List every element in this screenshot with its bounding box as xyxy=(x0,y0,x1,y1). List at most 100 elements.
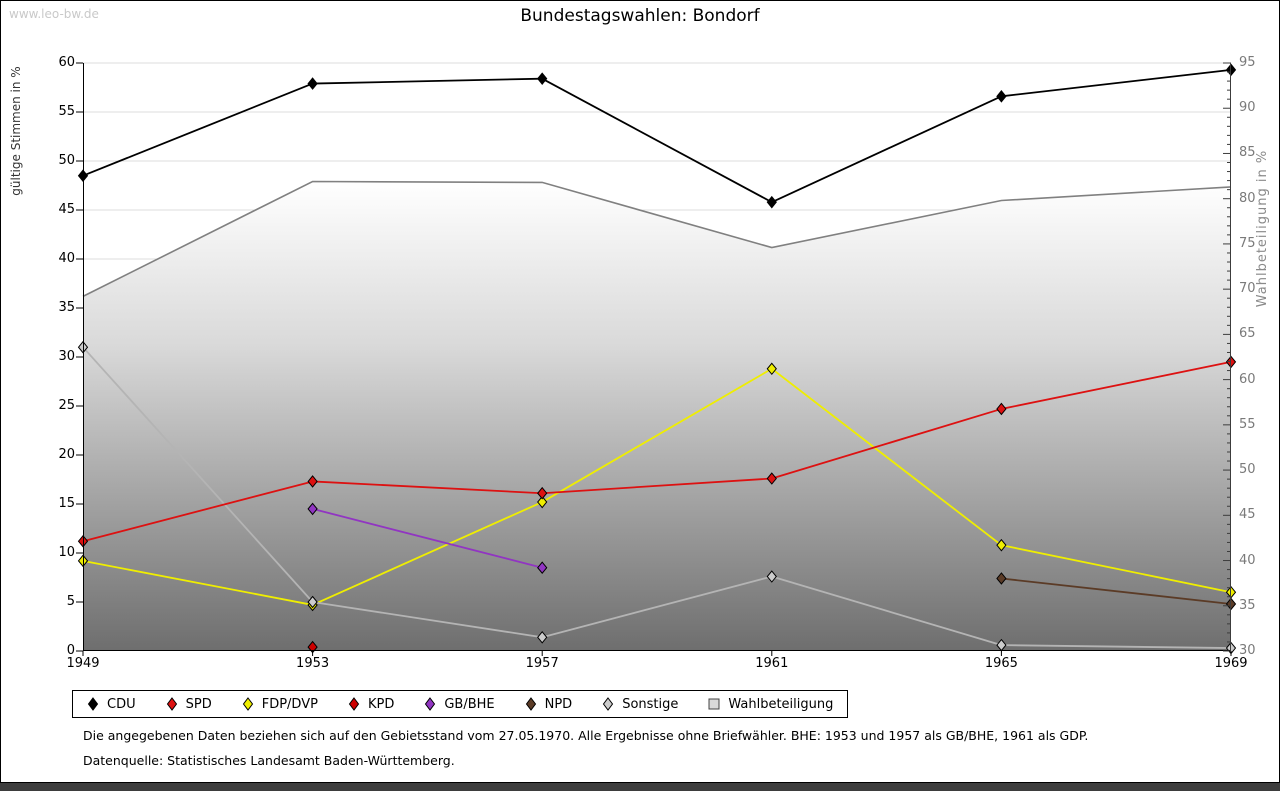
legend-marker-shape xyxy=(242,697,253,711)
series-line-CDU xyxy=(771,95,1002,203)
series-line-FDP/DVP xyxy=(312,501,543,606)
y-right-tick-label: 80 xyxy=(1239,190,1256,206)
series-marker-FDP/DVP xyxy=(996,538,1007,552)
x-tick-label: 1969 xyxy=(1214,656,1248,671)
series-line-Sonstige xyxy=(1001,644,1232,649)
y-left-tick-label: 15 xyxy=(58,496,75,511)
x-tick-label: 1957 xyxy=(525,656,559,671)
legend-diamond-icon xyxy=(348,697,360,711)
y-left-tick-label: 30 xyxy=(58,349,75,364)
legend-diamond-icon xyxy=(87,697,99,711)
legend-label: CDU xyxy=(107,696,136,712)
series-marker-CDU xyxy=(766,195,777,209)
y-left-tick-label: 55 xyxy=(58,104,75,119)
series-line-SPD xyxy=(82,480,313,543)
y-right-tick-label: 45 xyxy=(1239,507,1256,523)
legend-label: FDP/DVP xyxy=(261,696,318,712)
series-marker-CDU xyxy=(537,72,548,85)
legend-label: Wahlbeteiligung xyxy=(728,696,834,712)
y-axis-title-left: gültige Stimmen in % xyxy=(9,66,23,196)
y-right-tick-label: 40 xyxy=(1239,552,1256,568)
series-marker-Sonstige xyxy=(307,595,318,609)
series-marker-Sonstige xyxy=(766,570,777,583)
legend-diamond-icon xyxy=(242,697,253,711)
series-line-Sonstige xyxy=(541,575,773,639)
series-line-CDU xyxy=(541,77,773,203)
x-tick-label: 1961 xyxy=(755,656,789,671)
chart-title: Bundestagswahlen: Bondorf xyxy=(520,6,760,26)
y-left-tick-label: 35 xyxy=(58,300,75,315)
y-left-tick-label: 5 xyxy=(66,594,75,609)
footnote-datenquelle: Datenquelle: Statistisches Landesamt Bad… xyxy=(83,753,455,768)
x-tick-label: 1949 xyxy=(66,656,100,671)
series-line-Sonstige xyxy=(82,346,314,603)
legend-item-fdp-dvp: FDP/DVP xyxy=(242,697,318,712)
series-marker-FDP/DVP xyxy=(537,495,548,509)
wahlbeteiligung-line xyxy=(82,180,1232,298)
legend-item-wahlbeteiligung: Wahlbeteiligung xyxy=(708,697,833,712)
series-marker-SPD xyxy=(766,472,777,485)
y-right-tick-label: 55 xyxy=(1239,416,1256,432)
legend-item-cdu: CDU xyxy=(87,697,136,712)
footnote-gebietsstand: Die angegebenen Daten beziehen sich auf … xyxy=(83,728,1089,743)
y-right-tick-label: 90 xyxy=(1239,100,1256,116)
legend-marker-shape xyxy=(425,697,436,711)
series-line-CDU xyxy=(1001,68,1232,98)
y-right-tick-label: 50 xyxy=(1239,462,1256,478)
legend-marker-shape xyxy=(166,697,177,711)
legend-diamond-icon xyxy=(603,697,614,711)
y-left-tick-label: 25 xyxy=(58,398,75,413)
y-right-tick-label: 60 xyxy=(1239,371,1256,387)
y-left-tick-label: 60 xyxy=(58,55,75,70)
legend-item-npd: NPD xyxy=(525,696,573,712)
series-marker-GB/BHE xyxy=(537,561,548,574)
legend-marker-shape xyxy=(603,697,614,711)
legend-marker-shape xyxy=(348,697,360,711)
legend-label: SPD xyxy=(185,696,212,712)
legend-label: Sonstige xyxy=(622,696,679,712)
plot-area xyxy=(76,62,1237,656)
series-marker-SPD xyxy=(307,475,318,488)
series-marker-Sonstige xyxy=(537,630,548,644)
legend-marker-shape xyxy=(87,697,99,711)
legend-diamond-icon xyxy=(425,697,436,711)
series-line-SPD xyxy=(542,477,772,495)
series-line-SPD xyxy=(771,408,1002,480)
legend-square-icon xyxy=(708,698,720,710)
series-line-FDP/DVP xyxy=(82,559,313,606)
wahlbeteiligung-area xyxy=(83,181,1231,651)
legend-diamond-icon xyxy=(166,697,177,711)
series-marker-SPD xyxy=(537,486,548,500)
y-right-tick-label: 70 xyxy=(1239,281,1256,297)
legend-diamond-icon xyxy=(525,697,536,711)
series-marker-NPD xyxy=(996,572,1007,585)
y-left-tick-label: 10 xyxy=(58,545,75,560)
y-right-tick-label: 75 xyxy=(1239,235,1256,251)
y-left-tick-label: 45 xyxy=(58,202,75,217)
series-line-CDU xyxy=(312,77,543,85)
y-right-tick-label: 35 xyxy=(1239,597,1256,613)
series-marker-FDP/DVP xyxy=(766,362,777,376)
legend-item-gb-bhe: GB/BHE xyxy=(424,697,495,712)
y-right-tick-label: 65 xyxy=(1239,326,1256,342)
series-marker-CDU xyxy=(307,77,318,90)
series-line-Sonstige xyxy=(771,575,1002,646)
y-right-tick-label: 30 xyxy=(1239,643,1256,658)
y-right-tick-label: 85 xyxy=(1239,145,1256,161)
y-left-tick-label: 40 xyxy=(58,251,75,266)
series-marker-SPD xyxy=(996,402,1007,416)
legend-item-sonstige: Sonstige xyxy=(602,697,678,712)
legend-item-spd: SPD xyxy=(166,697,212,712)
series-line-SPD xyxy=(312,480,543,495)
legend-box: CDU SPD FDP/DVP KPD GB/BHE NPD Sonstige Wahlbet… xyxy=(72,690,849,718)
series-marker-CDU xyxy=(996,90,1007,103)
series-line-CDU xyxy=(82,82,313,177)
legend-label: NPD xyxy=(544,696,573,712)
legend-item-kpd: KPD xyxy=(348,697,394,712)
y-right-tick-label: 95 xyxy=(1239,55,1256,70)
watermark: www.leo-bw.de xyxy=(9,7,99,21)
legend-marker-shape xyxy=(708,698,720,710)
series-line-SPD xyxy=(1001,361,1232,410)
y-left-tick-label: 0 xyxy=(66,643,75,658)
legend-label: KPD xyxy=(367,696,395,712)
